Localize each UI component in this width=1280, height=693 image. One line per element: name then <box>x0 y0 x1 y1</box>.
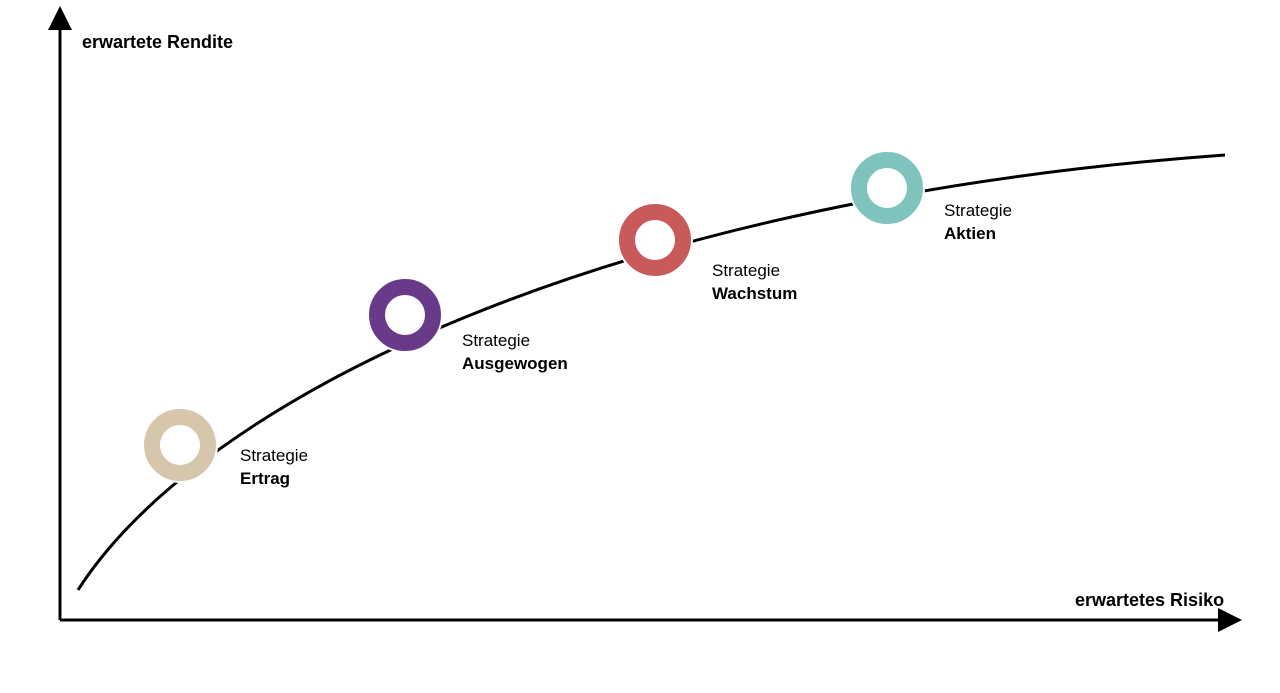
strategy-label-category: Strategie <box>240 445 308 468</box>
strategy-label-category: Strategie <box>712 260 797 283</box>
y-axis-label: erwartete Rendite <box>82 32 233 53</box>
strategy-label-aktien: StrategieAktien <box>944 200 1012 246</box>
strategy-label-name: Aktien <box>944 223 1012 246</box>
strategy-label-ausgewogen: StrategieAusgewogen <box>462 330 568 376</box>
strategy-label-wachstum: StrategieWachstum <box>712 260 797 306</box>
strategy-label-category: Strategie <box>462 330 568 353</box>
strategy-label-ertrag: StrategieErtrag <box>240 445 308 491</box>
strategy-label-name: Wachstum <box>712 283 797 306</box>
risk-return-chart: erwartete Rendite erwartetes Risiko Stra… <box>0 0 1280 693</box>
strategy-label-name: Ausgewogen <box>462 353 568 376</box>
strategy-label-category: Strategie <box>944 200 1012 223</box>
x-axis-label: erwartetes Risiko <box>1075 590 1224 611</box>
strategy-label-name: Ertrag <box>240 468 308 491</box>
